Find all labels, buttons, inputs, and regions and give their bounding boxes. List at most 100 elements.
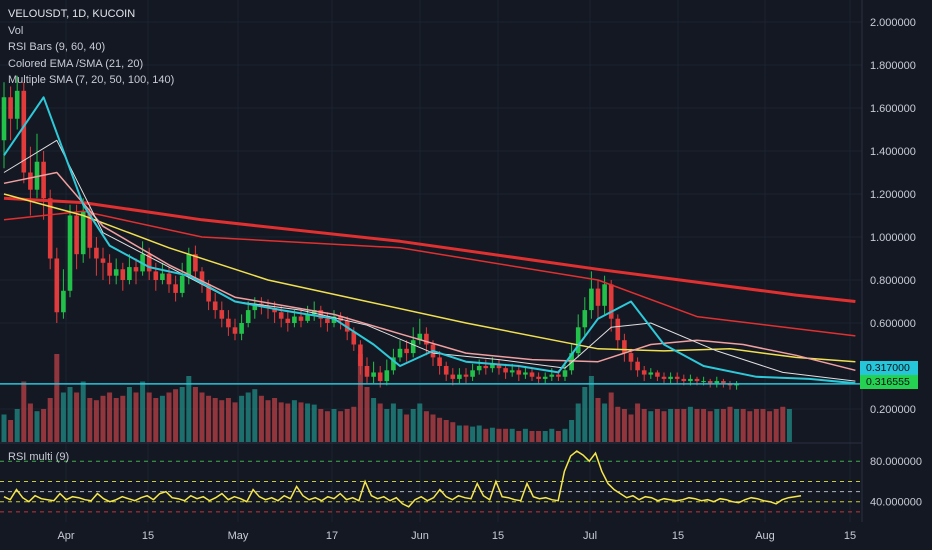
volume-bar — [120, 395, 126, 442]
volume-bar — [166, 392, 172, 442]
volume-bar — [225, 398, 231, 442]
candle-body — [325, 318, 330, 323]
volume-bar — [503, 428, 509, 442]
volume-bar — [232, 402, 238, 442]
volume-bar — [298, 402, 304, 442]
candle-body — [8, 97, 13, 119]
candle-body — [351, 331, 357, 345]
price-tick-label: 1.000000 — [870, 232, 916, 244]
candle-body — [529, 372, 535, 377]
volume-bar — [344, 409, 350, 442]
volume-bar — [635, 403, 641, 442]
time-tick-label: Jul — [583, 530, 597, 542]
candle-body — [272, 307, 277, 313]
candle-body — [133, 267, 139, 272]
legend-colored-ema[interactable]: Colored EMA /SMA (21, 20) — [8, 57, 144, 70]
volume-bar — [740, 409, 746, 442]
rsi-label[interactable]: RSI multi (9) — [8, 451, 70, 463]
volume-bar — [371, 398, 377, 442]
candle-body — [635, 361, 640, 371]
time-tick-label: Aug — [755, 530, 775, 542]
volume-bar — [621, 409, 627, 442]
volume-bar — [674, 409, 680, 442]
volume-bar — [60, 392, 66, 442]
candle-body — [74, 215, 79, 255]
candle-body — [153, 271, 159, 280]
time-tick-label: 15 — [142, 530, 154, 542]
candle-body — [470, 370, 475, 377]
volume-bar — [542, 431, 548, 442]
candle-body — [173, 284, 178, 293]
candle-body — [67, 215, 73, 291]
volume-bar — [357, 354, 363, 442]
volume-bar — [760, 409, 766, 442]
volume-bar — [681, 409, 687, 442]
candle-body — [219, 310, 225, 319]
candle-body — [206, 284, 211, 302]
volume-bar — [107, 392, 113, 442]
candle-body — [549, 374, 555, 377]
candle-body — [417, 333, 423, 341]
volume-bar — [720, 409, 726, 442]
volume-bar — [272, 398, 278, 442]
volume-bar — [1, 414, 7, 442]
rsi-tick-label: 40.000000 — [870, 497, 922, 509]
volume-bar — [582, 387, 588, 442]
price-tick-label: 1.600000 — [870, 103, 916, 115]
candle-body — [582, 310, 588, 328]
volume-bar — [8, 420, 14, 442]
candle-body — [371, 372, 376, 377]
candle-body — [146, 254, 152, 272]
rsi-levels — [0, 460, 862, 513]
time-tick-label: Jun — [411, 530, 429, 542]
volume-bar — [239, 395, 245, 442]
volume-bar — [153, 398, 159, 442]
candle-body — [47, 198, 53, 259]
candle-body — [364, 366, 370, 377]
volume-bar — [311, 404, 317, 442]
volume-bar — [397, 409, 403, 442]
candle-body — [193, 254, 198, 272]
candle-body — [285, 318, 291, 323]
volume-bar — [258, 395, 264, 442]
symbol-title[interactable]: VELOUSDT, 1D, KUCOIN — [8, 8, 136, 20]
volume-bar — [654, 409, 660, 442]
candle-body — [595, 288, 601, 306]
candle-body — [688, 378, 693, 382]
candle-body — [674, 376, 680, 379]
volume-bar — [47, 398, 53, 442]
time-tick-label: 15 — [492, 530, 504, 542]
volume-bar — [100, 395, 106, 442]
candle-body — [292, 316, 297, 323]
volume-bar — [80, 381, 86, 442]
grid — [0, 0, 862, 522]
candle-body — [490, 363, 495, 369]
time-axis: Apr 15 May 17 Jun 15 Jul 15 Aug 15 — [57, 530, 856, 542]
volume-bar — [536, 431, 542, 442]
candle-body — [120, 269, 126, 280]
volume-bar — [245, 392, 251, 442]
volume-bar — [41, 409, 47, 442]
candle-body — [523, 372, 528, 375]
volume-bar — [641, 409, 647, 442]
rsi-tick-label: 80.000000 — [870, 456, 922, 468]
candle-body — [113, 269, 119, 276]
volume-bar — [549, 428, 555, 442]
legend-multiple-sma[interactable]: Multiple SMA (7, 20, 50, 100, 140) — [8, 74, 175, 86]
volume-bar — [470, 426, 476, 442]
volume-bar — [529, 431, 535, 442]
volume-bar — [404, 414, 410, 442]
candle-body — [252, 303, 258, 311]
legend-rsi-bars[interactable]: RSI Bars (9, 60, 40) — [8, 41, 106, 53]
volume-bar — [509, 428, 515, 442]
candle-body — [589, 288, 594, 311]
volume-bar — [780, 406, 786, 442]
candle-body — [556, 374, 561, 377]
volume-bar — [14, 409, 20, 442]
volume-bar — [430, 414, 436, 442]
volume-bar — [687, 406, 693, 442]
volume-bar — [516, 431, 522, 442]
legend-vol[interactable]: Vol — [8, 24, 24, 37]
candle-body — [714, 381, 720, 384]
